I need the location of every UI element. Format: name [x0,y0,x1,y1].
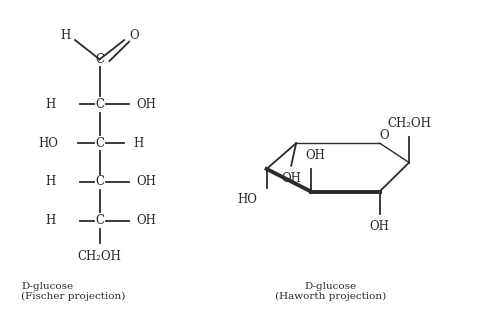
Text: H: H [60,29,70,42]
Text: C: C [95,175,104,188]
Text: C: C [95,98,104,111]
Text: CH₂OH: CH₂OH [387,117,431,130]
Text: HO: HO [237,193,257,206]
Text: D-glucose
(Fischer projection): D-glucose (Fischer projection) [21,281,125,301]
Text: H: H [45,98,56,111]
Text: H: H [134,137,144,150]
Text: O: O [380,129,389,142]
Text: O: O [129,29,139,42]
Text: H: H [45,175,56,188]
Text: H: H [45,214,56,227]
Text: OH: OH [306,150,326,162]
Text: OH: OH [136,98,156,111]
Text: OH: OH [370,220,390,233]
Text: HO: HO [38,137,58,150]
Text: D-glucose
(Haworth projection): D-glucose (Haworth projection) [275,281,386,301]
Text: OH: OH [136,214,156,227]
Text: CH₂OH: CH₂OH [78,250,122,263]
Text: C: C [95,53,104,66]
Text: C: C [95,137,104,150]
Text: C: C [95,214,104,227]
Text: OH: OH [281,172,301,185]
Text: OH: OH [136,175,156,188]
